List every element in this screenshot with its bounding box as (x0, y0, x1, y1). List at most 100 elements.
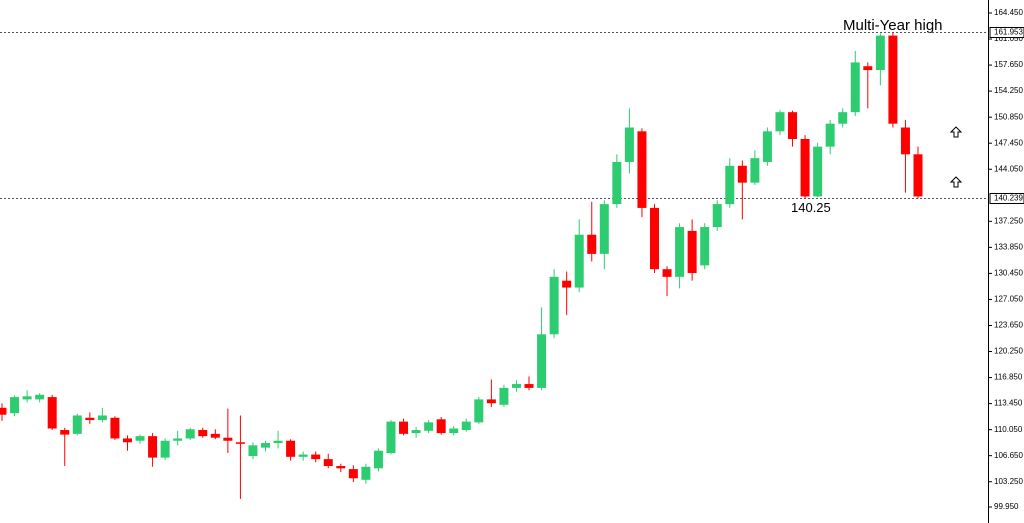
candle-body (612, 161, 622, 205)
candle-body (775, 112, 785, 132)
candle-body (97, 415, 107, 421)
candle-body (574, 234, 584, 288)
candle-body (273, 440, 283, 444)
candle-body (511, 384, 521, 388)
candle-body (900, 127, 910, 155)
y-tick-label: 110.050 (994, 425, 1023, 434)
candle-body (336, 466, 346, 469)
y-tick-label: 157.650 (994, 60, 1023, 69)
candle-body (160, 440, 170, 458)
candle-body (474, 399, 484, 423)
candle-body (60, 430, 70, 435)
price-label: 161.953 (994, 28, 1023, 37)
candle-body (662, 269, 672, 277)
candle-body (198, 430, 208, 437)
candle-body (750, 158, 760, 183)
candle-body (223, 437, 233, 441)
candle-body (712, 204, 722, 228)
arrow-icon (949, 126, 963, 188)
candle-body (173, 438, 183, 441)
candle-body (235, 442, 245, 444)
candle-body (10, 397, 20, 414)
candle-body (875, 35, 885, 71)
candle-body (687, 230, 697, 274)
candle-body (737, 165, 747, 183)
candle-body (424, 422, 434, 431)
candle-body (22, 396, 32, 400)
candle-body (436, 419, 446, 434)
y-tick-label: 161.050 (994, 34, 1023, 43)
candle-body (813, 146, 823, 197)
candle-body (762, 131, 772, 162)
candle-body (386, 421, 396, 454)
candle-body (399, 421, 409, 434)
candle-body (0, 407, 7, 415)
y-tick-label: 144.050 (994, 164, 1023, 173)
candle-body (148, 436, 158, 458)
price-label-box (989, 27, 1024, 38)
candle-body (210, 433, 220, 438)
y-tick-label: 154.250 (994, 86, 1023, 95)
candle-body (461, 421, 471, 431)
candle-body (486, 399, 496, 404)
candle-body (788, 112, 798, 139)
candle-body (373, 450, 383, 469)
y-tick-label: 103.250 (994, 477, 1023, 486)
candle-body (675, 227, 685, 277)
candle-body (863, 66, 873, 71)
candle-body (825, 123, 835, 147)
candle-body (850, 62, 860, 113)
y-tick-label: 127.050 (994, 295, 1023, 304)
candle-body (599, 204, 609, 254)
y-tick-label: 123.650 (994, 321, 1023, 330)
candle-body (838, 112, 848, 124)
y-tick-label: 113.450 (994, 399, 1023, 408)
candle-body (35, 394, 45, 400)
candle-body (110, 417, 120, 439)
y-tick-label: 150.850 (994, 112, 1023, 121)
candle-body (700, 227, 710, 266)
candle-body (122, 438, 132, 443)
candle-body (449, 428, 459, 434)
candle-body (913, 154, 923, 197)
y-tick-label: 164.450 (994, 8, 1023, 17)
candle-body (298, 454, 308, 457)
y-tick-label: 106.650 (994, 451, 1023, 460)
candle-body (85, 417, 95, 421)
candle-body (348, 469, 358, 479)
annotation: Multi-Year high (843, 17, 943, 34)
price-label: 140.239 (994, 194, 1023, 203)
y-tick-label: 137.250 (994, 216, 1023, 225)
price-label-box (989, 193, 1024, 204)
candle-body (311, 454, 321, 460)
y-tick-label: 116.850 (994, 373, 1023, 382)
candle-body (562, 280, 572, 288)
candle-body (888, 35, 898, 124)
candle-body (47, 397, 57, 429)
candle-body (725, 165, 735, 205)
candle-body (323, 459, 333, 467)
candle-body (135, 436, 145, 441)
candle-body (649, 207, 659, 270)
y-tick-label: 99.950 (994, 502, 1019, 511)
candle-body (637, 131, 647, 208)
y-tick-label: 133.850 (994, 242, 1023, 251)
candle-body (549, 276, 559, 335)
candle-body (624, 127, 634, 162)
candle-body (286, 440, 296, 457)
y-tick-label: 120.250 (994, 347, 1023, 356)
candle-body (411, 430, 421, 434)
candle-body (248, 445, 258, 457)
candle-body (261, 443, 271, 448)
candle-body (185, 429, 195, 439)
y-tick-label: 147.450 (994, 138, 1023, 147)
candle-body (800, 138, 810, 197)
candle-body (72, 415, 82, 434)
y-tick-label: 130.450 (994, 269, 1023, 278)
candle-body (537, 334, 547, 388)
candle-body (361, 466, 371, 480)
candle-body (524, 384, 534, 388)
candle-body (587, 234, 597, 254)
annotation: 140.25 (791, 200, 831, 215)
